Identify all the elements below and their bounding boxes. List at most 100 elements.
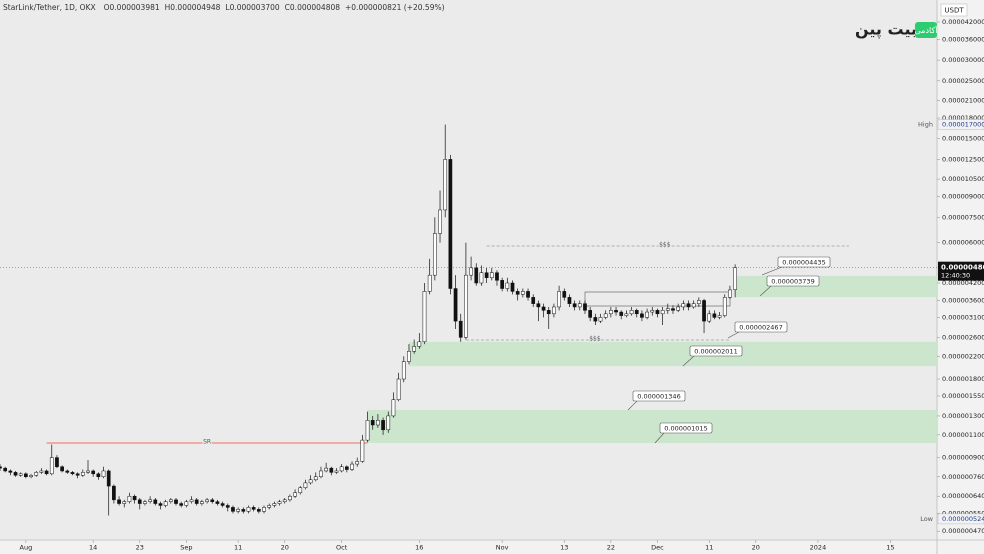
candle-body — [122, 501, 127, 504]
candle-body — [376, 420, 380, 426]
x-tick-label: 16 — [415, 544, 423, 552]
callout-label: 0.000002467 — [739, 324, 782, 332]
callout-box — [734, 321, 788, 333]
candle-body — [86, 470, 90, 473]
candle-body — [18, 473, 23, 476]
candle-body — [603, 313, 608, 318]
y-tick-label: 0.000000640 — [942, 492, 984, 500]
candle-body — [510, 282, 515, 292]
candle-body — [577, 303, 582, 308]
plot-background — [0, 0, 937, 540]
x-tick-label: Nov — [496, 544, 509, 552]
candle-body — [433, 233, 437, 276]
candle-body — [515, 291, 520, 295]
candle-body — [396, 378, 401, 400]
watermark-tag: آکادمی — [915, 25, 939, 35]
low-name: Low — [920, 515, 933, 523]
level-label: $$$ — [659, 242, 671, 249]
candle-body — [60, 466, 64, 472]
candle-body — [733, 267, 737, 290]
candle-body — [282, 499, 287, 502]
candle-body — [65, 470, 70, 473]
candle-body — [272, 503, 277, 506]
candle-body — [137, 499, 142, 504]
callout-label: 0.000003739 — [771, 278, 814, 286]
candle-body — [640, 313, 644, 318]
candle-body — [609, 310, 613, 315]
candle-body — [298, 487, 303, 493]
candle-body — [583, 303, 587, 311]
candle-body — [427, 274, 432, 292]
x-tick-label: 2024 — [810, 544, 827, 552]
candle-body — [567, 297, 572, 304]
candle-body — [438, 209, 442, 234]
candle-body — [179, 503, 184, 506]
high-name: High — [918, 121, 933, 129]
currency-button[interactable] — [940, 3, 968, 17]
ohlc-label: C0.000004808 — [285, 3, 341, 12]
candle-body — [629, 310, 634, 315]
watermark: بیت پین — [855, 20, 917, 40]
candle-body — [391, 399, 396, 417]
candle-body — [355, 461, 360, 465]
candle-body — [484, 272, 489, 278]
candle-body — [422, 291, 427, 343]
candle-body — [676, 306, 681, 311]
time-axis — [0, 540, 937, 554]
candle-body — [717, 315, 722, 318]
candle-body — [344, 466, 349, 470]
y-tick-label: 0.000000900 — [942, 454, 984, 462]
candle-body — [194, 499, 199, 504]
candle-body — [495, 272, 499, 281]
candle-body — [562, 291, 567, 298]
watermark-badge — [915, 22, 937, 38]
candle-body — [365, 420, 370, 441]
callout-pointer — [759, 285, 772, 297]
candle-body — [55, 457, 59, 468]
y-tick-label: 0.000025000 — [942, 77, 984, 85]
candle-body — [75, 473, 80, 476]
ohlc-label: O0.000003981 — [104, 3, 160, 12]
callout-box — [777, 256, 831, 268]
y-tick-label: 0.000004200 — [942, 279, 984, 287]
level-label: SR — [203, 438, 211, 445]
candle-body — [70, 472, 75, 475]
callout-pointer — [654, 432, 665, 444]
last-price-badge — [938, 261, 984, 281]
x-tick-label: 11 — [234, 544, 242, 552]
callout-pointer — [727, 331, 740, 339]
candle-body — [360, 439, 365, 462]
candle-body — [474, 267, 479, 284]
candle-body — [148, 499, 152, 502]
last-price-label: 0.000004808 — [941, 264, 984, 272]
candle-body — [293, 492, 297, 497]
x-tick-label: Dec — [651, 544, 664, 552]
y-tick-label: 0.000002200 — [942, 352, 984, 360]
candle-body — [29, 475, 33, 478]
x-tick-label: 20 — [281, 544, 289, 552]
zone — [408, 341, 937, 367]
y-tick-label: 0.000000550 — [942, 509, 984, 517]
candle-body — [277, 501, 282, 504]
candle-body — [39, 470, 44, 473]
candle-body — [256, 509, 261, 512]
y-tick-label: 0.000003100 — [942, 313, 984, 321]
candle-body — [163, 501, 168, 506]
candle-body — [665, 308, 670, 311]
candle-body — [691, 303, 696, 308]
candle-body — [96, 473, 101, 478]
callout-box — [632, 390, 686, 402]
range-box — [584, 291, 731, 307]
y-tick-label: 0.000015000 — [942, 135, 984, 143]
y-tick-label: 0.000002600 — [942, 333, 984, 341]
callout-box — [659, 422, 713, 434]
candle-body — [205, 499, 209, 502]
candle-body — [189, 499, 194, 502]
y-tick-label: 0.000036000 — [942, 35, 984, 43]
y-tick-label: 0.000000760 — [942, 473, 984, 481]
candle-body — [593, 317, 598, 322]
candle-body — [407, 350, 411, 362]
high-badge — [937, 119, 984, 130]
callout-box — [766, 275, 820, 287]
symbol-title: StarLink/Tether, 1D, OKX — [3, 3, 96, 12]
